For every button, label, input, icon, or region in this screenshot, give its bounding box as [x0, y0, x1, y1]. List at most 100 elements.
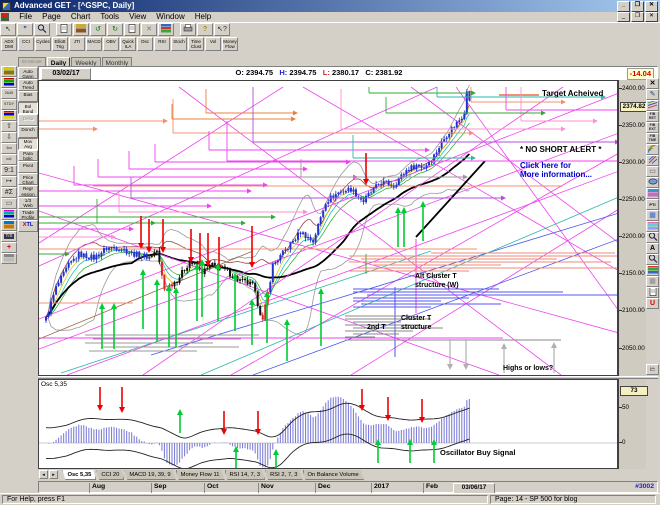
new-page-icon-button[interactable]: [56, 23, 72, 36]
arrow-down-icon-button[interactable]: ⇩: [1, 132, 17, 143]
tick-align-icon-button[interactable]: ↦: [1, 176, 17, 187]
study-button-elliott-trig[interactable]: Elliott Trig: [52, 37, 68, 51]
study-tab-macd-19-39-9[interactable]: MACD 19, 39, 9: [124, 470, 175, 480]
menu-chart[interactable]: Chart: [70, 12, 91, 21]
arrow-up-icon-button[interactable]: ⇧: [1, 121, 17, 132]
pencil-icon-button[interactable]: ✎: [646, 89, 659, 100]
menu-help[interactable]: Help: [194, 12, 212, 21]
menu-file[interactable]: File: [19, 12, 33, 21]
study-delta[interactable]: Delta: [18, 114, 38, 126]
study-button-obv[interactable]: OBV: [103, 37, 119, 51]
book-icon-button[interactable]: [1, 220, 17, 231]
title-bar[interactable]: Advanced GET - [^GSPC, Daily] _ ❐ ✕: [0, 0, 660, 12]
scale-icon-button[interactable]: 9:1: [1, 165, 17, 176]
undo-icon-button[interactable]: U: [646, 298, 659, 309]
print-icon-button[interactable]: [180, 23, 196, 36]
study-bol-band[interactable]: Bol Band: [18, 102, 38, 115]
study-button-macd[interactable]: MACD: [86, 37, 102, 51]
next-page-icon-button[interactable]: ↻: [107, 23, 123, 36]
snapshot-icon-button[interactable]: [1, 66, 17, 77]
study-button-stoch[interactable]: Stoch: [171, 37, 187, 51]
study-donch[interactable]: Donch: [18, 125, 38, 138]
mob-icon-button[interactable]: [646, 188, 659, 199]
fib-time-icon-button[interactable]: FIB TME: [646, 133, 659, 144]
grid-icon-button[interactable]: ▦: [646, 210, 659, 221]
tab-scroll-right[interactable]: ▸: [49, 470, 58, 479]
more-information-link[interactable]: More information...: [520, 170, 592, 179]
study-pivot[interactable]: Pivot: [18, 161, 38, 174]
study-tab-cci-20[interactable]: CCI 20: [96, 470, 124, 480]
sum-icon-button[interactable]: #Σ: [1, 187, 17, 198]
study-button-time-clust[interactable]: Time Clust: [188, 37, 204, 51]
colors-icon-button[interactable]: [646, 265, 659, 276]
menu-window[interactable]: Window: [156, 12, 185, 21]
study-button-jti[interactable]: JTI: [69, 37, 85, 51]
oscillator-chart[interactable]: [39, 380, 617, 471]
snap-grid-icon-button[interactable]: ▦: [646, 276, 659, 287]
tab-scroll-left[interactable]: ◂: [39, 470, 48, 479]
gann-box-icon-button[interactable]: ▭: [646, 166, 659, 177]
close-button[interactable]: ✕: [645, 1, 658, 12]
study-tab-rsi-2-7-3[interactable]: RSI 2, 7, 3: [265, 470, 302, 480]
study-button-rsi[interactable]: RSI: [154, 37, 170, 51]
gann-arc-icon-button[interactable]: [646, 144, 659, 155]
study-auto-gann[interactable]: Auto Gann: [18, 67, 38, 79]
arrow-right-icon-button[interactable]: ⇨: [1, 154, 17, 165]
study-trade-profile[interactable]: Trade Profile: [18, 208, 38, 221]
menu-view[interactable]: View: [129, 12, 147, 21]
portfolio-icon-button[interactable]: [73, 23, 89, 36]
price-axis[interactable]: 2400.00 2350.00 2300.00 2250.00 2200.00 2150.…: [618, 80, 648, 376]
study-tab-money-flow-11[interactable]: Money Flow 11: [176, 470, 225, 480]
text-tool-icon-button[interactable]: A: [646, 243, 659, 254]
pages-icon-button[interactable]: [646, 287, 659, 298]
add-icon-button[interactable]: +: [1, 242, 17, 253]
study-button-money-flow[interactable]: Money Flow: [222, 37, 238, 51]
close-icon-button[interactable]: ✕: [646, 78, 659, 89]
quotes-icon-button[interactable]: ”: [17, 23, 33, 36]
arrow-left-icon-button[interactable]: ⇦: [1, 143, 17, 154]
prev-page-icon-button[interactable]: ↺: [90, 23, 106, 36]
child-minimize-button[interactable]: _: [617, 12, 630, 22]
pitchfork-icon-button[interactable]: [646, 155, 659, 166]
minimize-button[interactable]: _: [617, 1, 630, 12]
study-button-quick-ila[interactable]: Quick ILA: [120, 37, 136, 51]
study-button-adx-dmi[interactable]: ADX DMI: [1, 37, 17, 51]
palette-pages-icon-button[interactable]: [1, 77, 17, 88]
study-button-cci[interactable]: CCI: [18, 37, 34, 51]
magnifier-icon-button[interactable]: [646, 254, 659, 265]
context-help-icon-button[interactable]: ↖?: [214, 23, 230, 36]
copy-page-icon-button[interactable]: [124, 23, 140, 36]
chart-window-icon[interactable]: [1, 13, 9, 21]
study-para-bolic[interactable]: Para bolic: [18, 149, 38, 162]
trendlines-icon-button[interactable]: [646, 100, 659, 111]
study-bias[interactable]: Bias: [18, 90, 38, 103]
help-icon-button[interactable]: ?: [197, 23, 213, 36]
study-regr-ession[interactable]: Regr ession: [18, 184, 38, 197]
study-slider-icon-button[interactable]: STDY: [1, 99, 17, 110]
date-axis[interactable]: 03/06/17 #3002 Aug Sep Oct Nov Dec 2017 Feb: [38, 481, 658, 494]
periods-icon-button[interactable]: [646, 221, 659, 232]
blank-box-icon-button[interactable]: ▭: [1, 198, 17, 209]
study-button-osc[interactable]: Osc: [137, 37, 153, 51]
study-button-vol[interactable]: Vol: [205, 37, 221, 51]
scan-chart-icon-button[interactable]: [646, 232, 659, 243]
price-chart[interactable]: [39, 81, 617, 375]
ts-icon-button[interactable]: T/S: [1, 231, 17, 242]
study-price-chart[interactable]: Price Chart: [18, 173, 38, 185]
axis-settings-icon[interactable]: 🗠: [646, 364, 659, 375]
study-xtl[interactable]: XTL: [18, 220, 38, 233]
workspace-icon-button[interactable]: [158, 23, 174, 36]
oscillator-panel[interactable]: [38, 379, 618, 471]
pti-icon-button[interactable]: PTI: [646, 199, 659, 210]
fib-retracement-icon-button[interactable]: FIB RET: [646, 111, 659, 122]
fib-extension-icon-button[interactable]: FIB EXT: [646, 122, 659, 133]
crayons-icon-button[interactable]: [1, 110, 17, 121]
delete-icon-button[interactable]: ✕: [141, 23, 157, 36]
child-restore-button[interactable]: ❐: [631, 12, 644, 22]
pointer-icon-button[interactable]: ↖: [0, 23, 16, 36]
menu-page[interactable]: Page: [42, 12, 61, 21]
mini-chart-icon-button[interactable]: [1, 253, 17, 264]
main-chart-panel[interactable]: Target Acheived * NO SHORT ALERT * Click h…: [38, 80, 618, 376]
study-button-cycles[interactable]: Cycles: [35, 37, 51, 51]
ellipse-icon-button[interactable]: [646, 177, 659, 188]
